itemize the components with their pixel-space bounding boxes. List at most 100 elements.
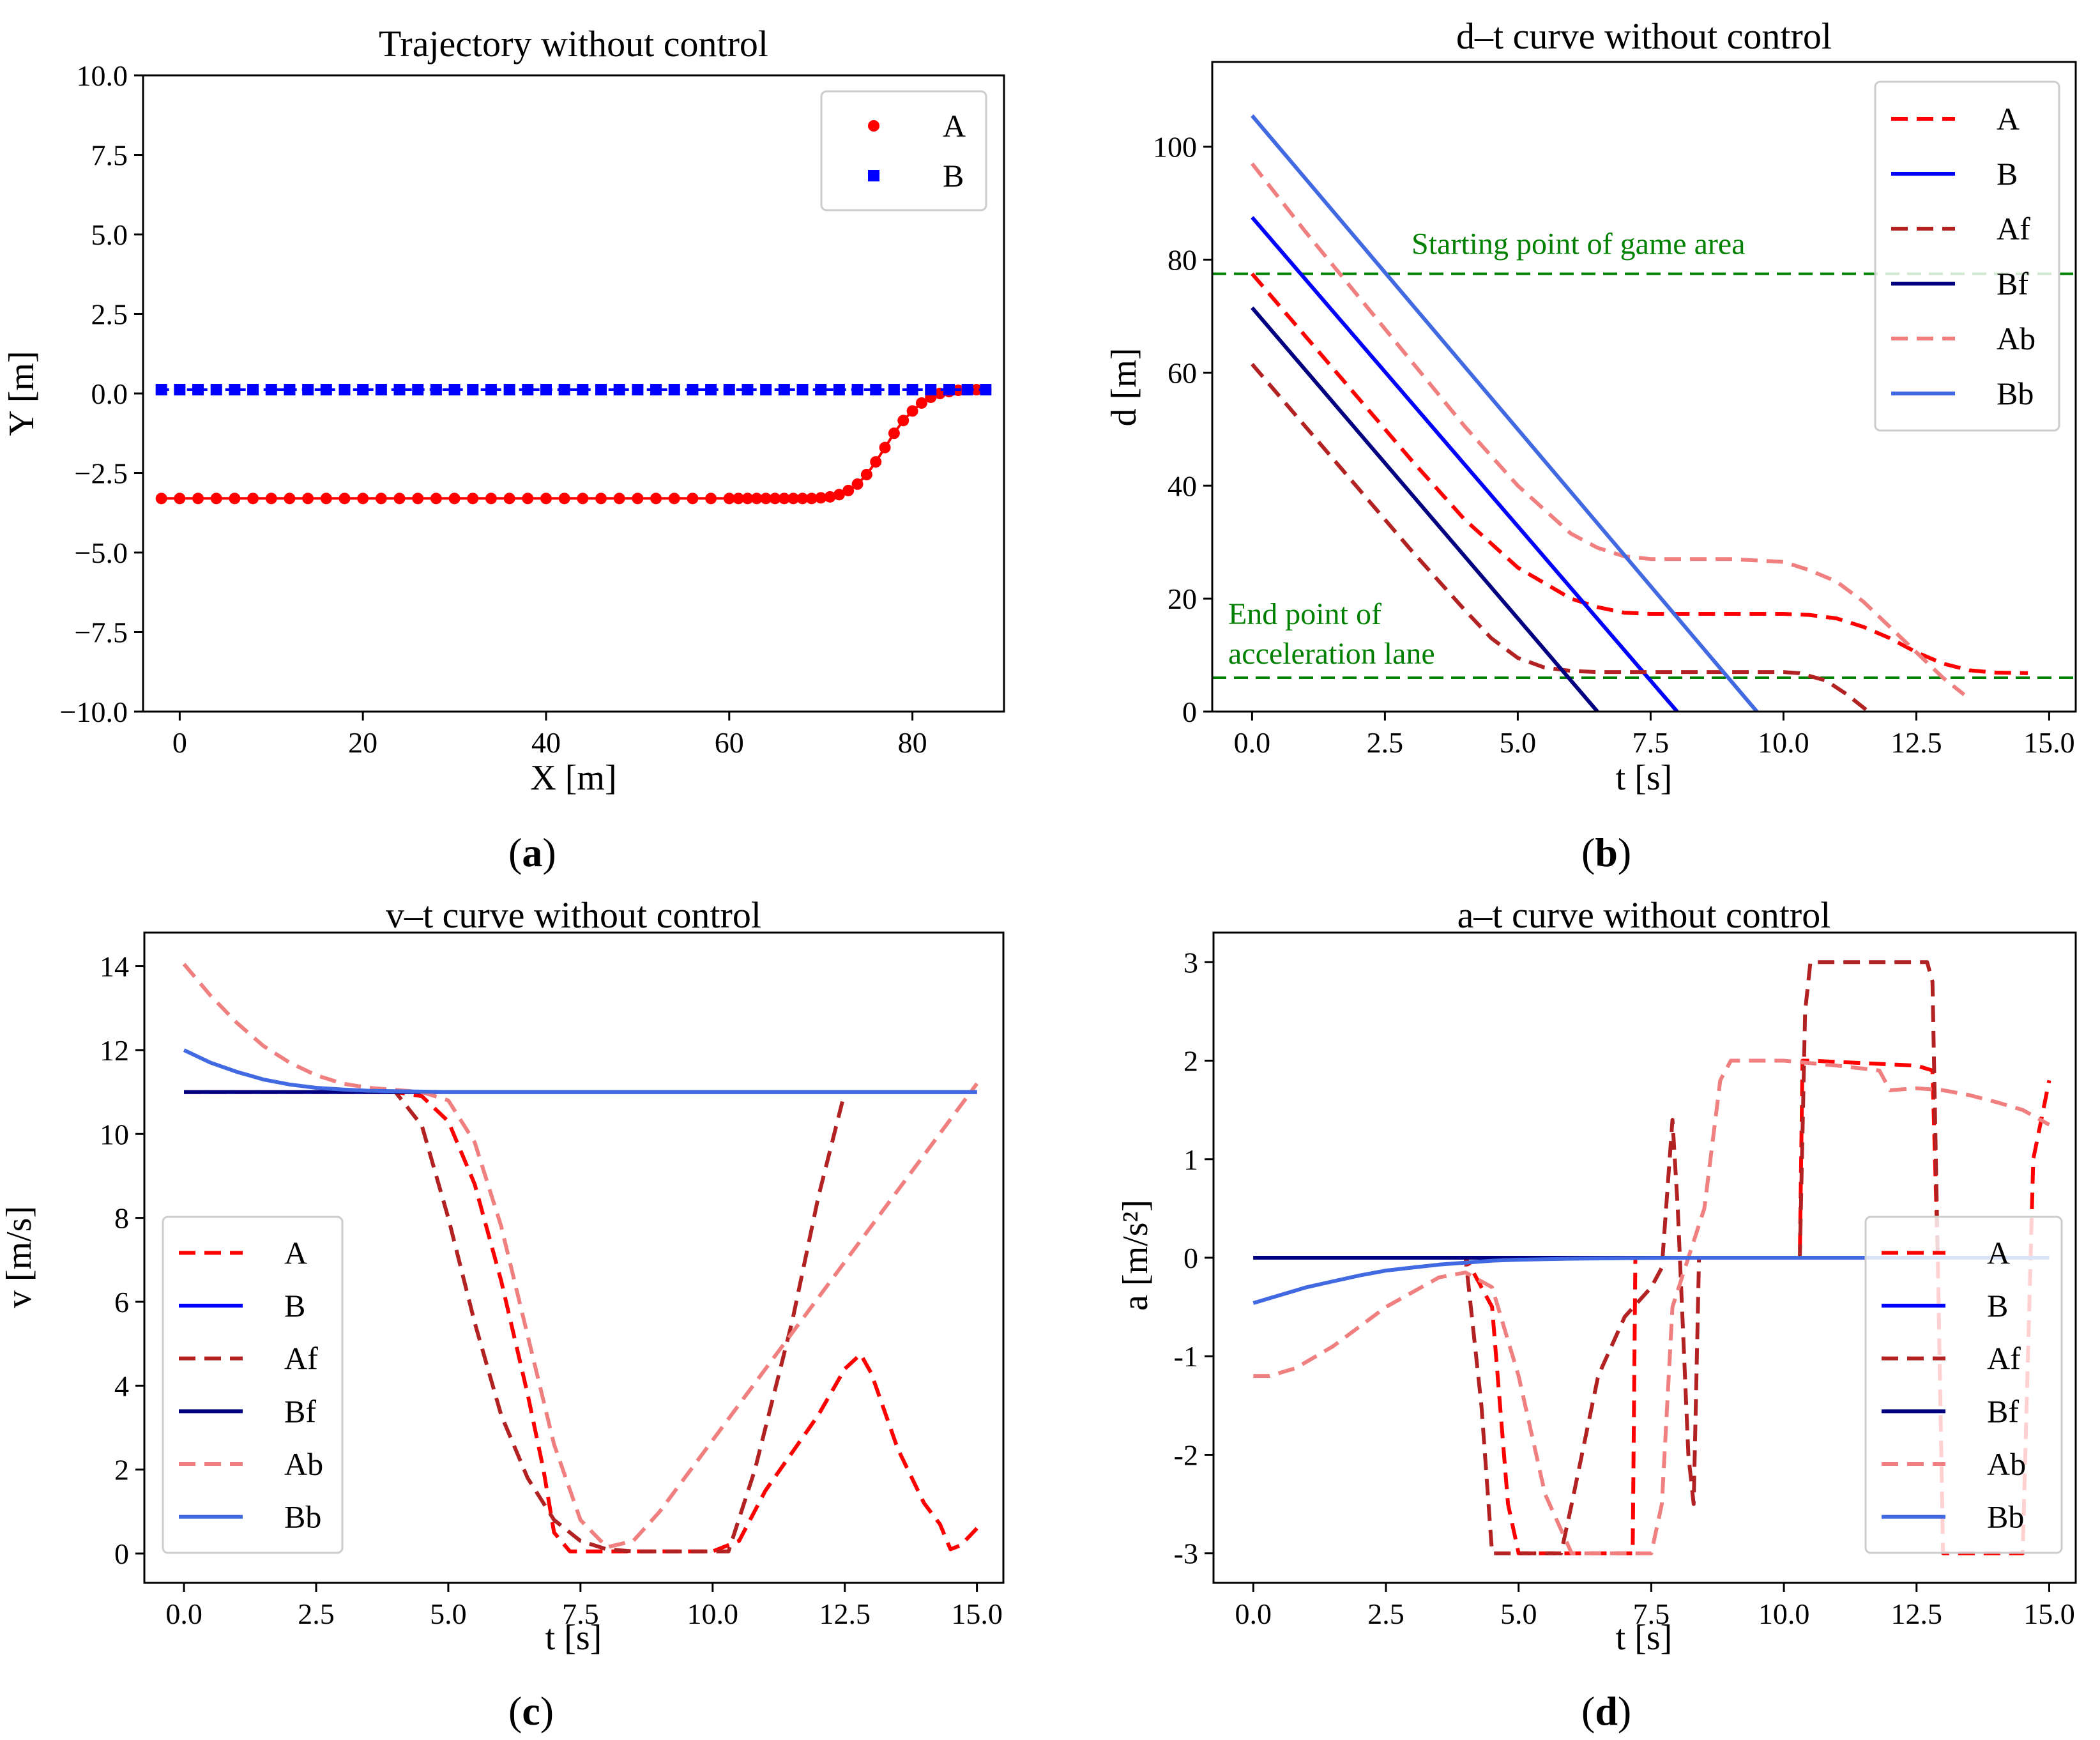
- data-point: [284, 492, 296, 505]
- data-point: [888, 384, 900, 396]
- data-point: [192, 492, 204, 505]
- data-point: [833, 384, 845, 396]
- x-tick-label: 2.5: [298, 1598, 335, 1630]
- data-point: [339, 492, 351, 505]
- y-tick-label: 7.5: [91, 139, 128, 172]
- data-point: [778, 384, 790, 396]
- data-point: [595, 492, 607, 505]
- data-point: [705, 492, 717, 505]
- data-point: [824, 491, 836, 503]
- y-tick-label: 5.0: [91, 218, 128, 251]
- data-point: [687, 384, 699, 396]
- data-point: [320, 492, 332, 505]
- series-line-Bb: [1252, 1256, 2050, 1305]
- x-axis-label: t [s]: [545, 1618, 602, 1658]
- y-tick-label: 2: [114, 1454, 129, 1486]
- data-point: [247, 384, 259, 396]
- x-tick-label: 7.5: [1633, 1598, 1670, 1630]
- chart-title: Trajectory without control: [379, 23, 768, 65]
- data-point: [155, 492, 167, 505]
- caption-close-paren: ): [1618, 830, 1631, 875]
- reference-label-line2: acceleration lane: [1228, 637, 1435, 671]
- series-line-A: [184, 1090, 978, 1553]
- legend-frame: [1874, 80, 2060, 432]
- caption-close-paren: ): [542, 830, 556, 875]
- legend-label: Af: [1997, 211, 2030, 247]
- data-point: [558, 492, 570, 505]
- panel-caption: (c): [508, 1688, 554, 1734]
- data-point: [577, 384, 589, 396]
- data-point: [788, 492, 800, 505]
- data-point: [558, 384, 570, 396]
- y-tick-label: 60: [1168, 356, 1197, 389]
- y-tick-label: 0: [1182, 696, 1197, 728]
- y-tick-label: −5.0: [75, 537, 128, 569]
- caption-close-paren: ): [1618, 1688, 1631, 1734]
- data-point: [879, 441, 891, 454]
- data-point: [796, 384, 809, 396]
- data-point: [668, 492, 680, 505]
- data-point: [760, 492, 772, 505]
- panel-caption: (a): [508, 830, 556, 875]
- legend-marker-B: [868, 170, 879, 181]
- x-tick-label: 20: [348, 726, 377, 759]
- plot-frame: [1212, 931, 2077, 1584]
- caption-letter: c: [522, 1688, 540, 1734]
- data-point: [851, 478, 864, 490]
- caption-close-paren: ): [540, 1688, 554, 1734]
- data-point: [851, 384, 864, 396]
- legend-frame: [162, 1216, 344, 1554]
- x-tick-label: 7.5: [562, 1598, 599, 1630]
- data-point: [522, 492, 534, 505]
- data-point: [870, 384, 882, 396]
- data-point: [705, 384, 717, 396]
- x-tick-label: 2.5: [1367, 726, 1404, 759]
- data-point: [870, 456, 882, 468]
- data-point: [485, 384, 497, 396]
- x-tick-label: 80: [898, 726, 927, 759]
- data-point: [339, 384, 351, 396]
- legend: AB: [820, 90, 987, 211]
- legend-label: Bf: [284, 1393, 316, 1429]
- y-tick-label: 40: [1168, 469, 1197, 502]
- y-tick-label: −2.5: [75, 457, 128, 490]
- x-tick-label: 5.0: [1500, 726, 1537, 759]
- data-point: [247, 492, 259, 505]
- y-tick-label: 2: [1183, 1045, 1198, 1078]
- legend-label: Bb: [1997, 376, 2034, 411]
- plot-area: [1251, 114, 2028, 712]
- caption-letter: d: [1595, 1688, 1618, 1734]
- data-point: [742, 384, 754, 396]
- data-point: [302, 384, 314, 396]
- y-tick-label: 8: [114, 1202, 129, 1235]
- panel-caption: (b): [1581, 830, 1631, 875]
- x-axis-label: t [s]: [1616, 758, 1673, 798]
- data-point: [723, 492, 735, 505]
- chart-title: a–t curve without control: [1457, 894, 1831, 936]
- data-point: [357, 492, 369, 505]
- x-tick-label: 15.0: [2023, 1598, 2075, 1630]
- x-tick-label: 0.0: [1234, 726, 1271, 759]
- data-point: [540, 384, 552, 396]
- data-point: [595, 384, 607, 396]
- data-point: [430, 384, 442, 396]
- y-tick-label: 1: [1183, 1143, 1198, 1176]
- y-tick-label: -2: [1174, 1439, 1198, 1471]
- data-point: [540, 492, 552, 505]
- data-point: [750, 492, 763, 505]
- x-tick-label: 0: [172, 726, 187, 759]
- data-point: [577, 492, 589, 505]
- data-point: [485, 492, 497, 505]
- legend: AB Af Bf Ab Bb: [1874, 80, 2060, 432]
- x-tick-label: 15.0: [951, 1598, 1003, 1630]
- data-point: [742, 492, 754, 505]
- reference-label: End point of: [1228, 597, 1381, 631]
- data-point: [174, 384, 186, 396]
- data-point: [668, 384, 680, 396]
- caption-open-paren: (: [1581, 830, 1595, 875]
- data-point: [943, 384, 955, 396]
- y-tick-label: 3: [1183, 946, 1198, 979]
- data-point: [210, 492, 222, 505]
- data-point: [155, 384, 167, 396]
